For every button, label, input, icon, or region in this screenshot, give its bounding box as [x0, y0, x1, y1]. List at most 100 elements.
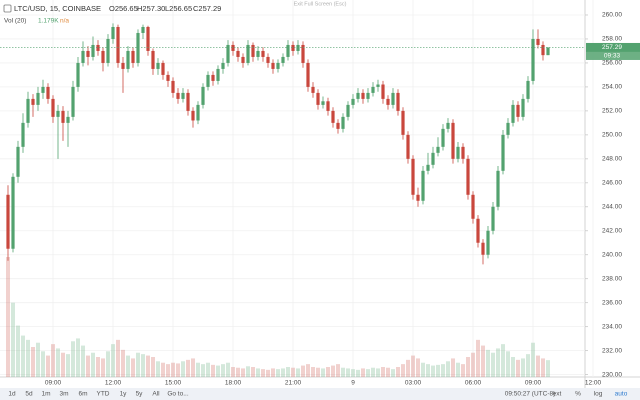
- candle-body: [516, 104, 520, 117]
- volume-bar: [121, 349, 125, 377]
- candle-body: [511, 104, 515, 123]
- volume-bar: [206, 362, 210, 377]
- candle-body: [236, 50, 240, 57]
- volume-bar: [196, 362, 200, 377]
- volume-bar: [56, 348, 60, 377]
- volume-bar: [501, 344, 505, 377]
- volume-bar: [461, 364, 465, 377]
- candle-body: [481, 242, 485, 255]
- range-button[interactable]: All: [152, 391, 160, 398]
- candle-body: [151, 50, 155, 69]
- volume-bar: [61, 352, 65, 377]
- candle-body: [216, 68, 220, 81]
- volume-bar: [201, 364, 205, 377]
- candle-body: [391, 92, 395, 105]
- candle-body: [191, 110, 195, 121]
- volume-bar: [396, 367, 400, 377]
- candle-body: [241, 56, 245, 63]
- scale-option[interactable]: %: [575, 391, 581, 398]
- candle-body: [176, 92, 180, 99]
- volume-bar: [521, 358, 525, 377]
- volume-bar: [546, 360, 550, 377]
- x-tick-label: 12:00: [105, 380, 122, 387]
- candle-body: [31, 98, 35, 105]
- scale-option[interactable]: auto: [615, 391, 628, 398]
- volume-bar: [101, 358, 105, 377]
- price-tag: [586, 42, 640, 52]
- range-button[interactable]: YTD: [97, 391, 110, 398]
- goto-button[interactable]: Go to...: [167, 391, 189, 398]
- scale-option[interactable]: ext: [553, 391, 562, 398]
- y-tick-label: 248.00: [602, 156, 622, 163]
- candle-body: [341, 116, 345, 129]
- ohlc-high: H257.30: [137, 4, 165, 13]
- volume-bar: [456, 362, 460, 377]
- volume-bar: [526, 354, 530, 377]
- candle-body: [386, 98, 390, 105]
- countdown-tag: [586, 51, 640, 60]
- price-tag-label: 257.29: [602, 44, 622, 51]
- candle-body: [206, 74, 210, 87]
- toolbar: [0, 388, 640, 400]
- volume-bar: [106, 351, 110, 377]
- candle-body: [451, 122, 455, 159]
- candle-body: [426, 164, 430, 171]
- range-button[interactable]: 1d: [8, 391, 16, 398]
- y-tick-label: 234.00: [602, 323, 622, 330]
- volume-bar: [31, 347, 35, 377]
- volume-bar: [26, 339, 30, 377]
- candle-body: [46, 86, 50, 99]
- volume-bar: [381, 367, 385, 377]
- volume-bar: [271, 368, 275, 377]
- candle-body: [76, 62, 80, 87]
- volume-title[interactable]: Vol (20): [4, 18, 26, 25]
- candle-body: [136, 32, 140, 63]
- candle-body: [396, 92, 400, 111]
- volume-bar: [266, 369, 270, 377]
- volume-bar: [341, 367, 345, 377]
- range-button[interactable]: 6m: [78, 391, 87, 398]
- volume-bar: [531, 342, 535, 377]
- range-button[interactable]: 5y: [136, 391, 144, 398]
- range-button[interactable]: 5d: [25, 391, 33, 398]
- volume-bar: [241, 368, 245, 377]
- candle-body: [366, 92, 370, 99]
- fullscreen-hint[interactable]: Exit Full Screen (Esc): [294, 1, 347, 7]
- candle-body: [91, 44, 95, 57]
- candle-body: [441, 128, 445, 147]
- candle-body: [86, 50, 90, 57]
- candle-body: [411, 158, 415, 195]
- candle-body: [466, 158, 470, 195]
- candle-body: [101, 50, 105, 63]
- candle-body: [21, 122, 25, 147]
- y-tick-label: 260.00: [602, 12, 622, 19]
- volume-bar: [226, 362, 230, 377]
- candle-body: [456, 146, 460, 159]
- symbol-icon[interactable]: [3, 4, 12, 13]
- x-tick-label: 12:00: [585, 380, 602, 387]
- volume-value: 1.179K: [38, 18, 59, 25]
- volume-bar: [466, 357, 470, 377]
- range-button[interactable]: 1m: [41, 391, 50, 398]
- range-button[interactable]: 1y: [120, 391, 128, 398]
- candle-body: [406, 134, 410, 159]
- y-tick-label: 244.00: [602, 203, 622, 210]
- volume-bar: [186, 359, 190, 377]
- volume-bar: [231, 367, 235, 377]
- volume-bar: [301, 365, 305, 377]
- symbol[interactable]: LTC/USD, 15, COINBASE: [14, 4, 101, 13]
- candle-body: [371, 86, 375, 93]
- range-button[interactable]: 3m: [59, 391, 68, 398]
- volume-bar: [276, 369, 280, 377]
- candle-body: [51, 98, 55, 117]
- volume-bar: [146, 355, 150, 377]
- candle-body: [446, 122, 450, 129]
- y-tick-label: 254.00: [602, 84, 622, 91]
- candle-body: [11, 176, 15, 249]
- ohlc-open: O256.65: [109, 4, 138, 13]
- candle-body: [306, 62, 310, 87]
- candle-body: [271, 62, 275, 69]
- scale-option[interactable]: log: [594, 391, 603, 398]
- volume-bar: [236, 367, 240, 377]
